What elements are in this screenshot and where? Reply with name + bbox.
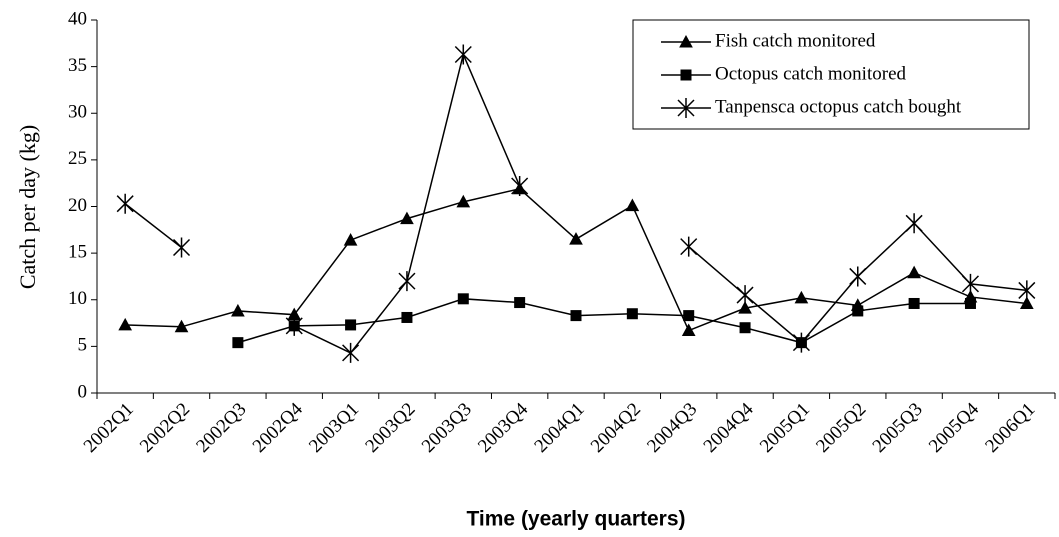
marker <box>849 266 867 287</box>
x-tick-label: 2003Q3 <box>418 399 476 457</box>
marker <box>677 98 695 118</box>
y-tick-label: 5 <box>78 335 88 356</box>
x-tick-label: 2003Q2 <box>361 399 419 457</box>
y-tick-label: 20 <box>68 195 87 216</box>
marker <box>514 297 526 309</box>
marker <box>457 293 469 305</box>
x-tick-label: 2002Q3 <box>192 399 250 457</box>
y-tick-label: 0 <box>78 381 88 402</box>
x-tick-label: 2005Q3 <box>869 399 927 457</box>
y-tick-label: 25 <box>68 148 87 169</box>
marker <box>345 319 357 331</box>
series-line <box>237 298 971 344</box>
x-tick-label: 2003Q4 <box>474 398 532 456</box>
marker <box>679 34 693 48</box>
x-tick-label: 2004Q4 <box>700 398 758 456</box>
marker <box>454 44 472 65</box>
marker <box>961 273 980 294</box>
marker <box>570 310 582 322</box>
marker <box>908 297 920 309</box>
marker <box>792 332 810 353</box>
marker <box>1018 280 1036 301</box>
series-line <box>125 187 1027 332</box>
marker <box>905 213 923 234</box>
x-tick-label: 2005Q2 <box>812 399 870 457</box>
marker <box>907 265 921 279</box>
marker <box>398 271 416 292</box>
marker <box>680 69 692 81</box>
marker <box>738 301 752 314</box>
marker <box>456 194 471 208</box>
y-tick-label: 30 <box>68 102 87 123</box>
marker <box>118 317 133 331</box>
x-tick-label: 2002Q4 <box>249 398 307 456</box>
marker <box>232 337 244 349</box>
marker <box>681 323 696 337</box>
x-tick-label: 2002Q2 <box>136 399 194 457</box>
legend-label: Octopus catch monitored <box>715 63 907 84</box>
x-tick-label: 2003Q1 <box>305 399 363 457</box>
y-tick-label: 10 <box>68 288 87 309</box>
x-tick-label: 2004Q2 <box>587 399 645 457</box>
marker <box>852 305 864 317</box>
marker <box>174 319 189 333</box>
marker <box>231 303 245 317</box>
x-tick-label: 2002Q1 <box>80 399 138 457</box>
marker <box>625 198 640 212</box>
marker <box>680 236 698 257</box>
marker <box>794 290 809 304</box>
legend-label: Fish catch monitored <box>715 30 876 51</box>
marker <box>342 342 360 363</box>
x-tick-label: 2006Q1 <box>981 399 1039 457</box>
marker <box>285 315 303 336</box>
legend-label: Tanpensca octopus catch bought <box>715 96 962 117</box>
x-tick-label: 2005Q4 <box>925 398 983 456</box>
marker <box>116 193 134 214</box>
marker <box>683 310 695 322</box>
x-tick-label: 2004Q3 <box>643 399 701 457</box>
marker <box>172 237 191 258</box>
y-tick-label: 35 <box>68 55 87 76</box>
marker <box>400 211 414 225</box>
marker <box>964 297 976 309</box>
x-tick-label: 2004Q1 <box>530 399 588 457</box>
marker <box>1019 296 1034 309</box>
marker <box>736 285 754 306</box>
marker <box>626 308 638 320</box>
legend: Fish catch monitored Octopus catch monito… <box>632 19 1030 130</box>
marker <box>401 311 413 323</box>
marker <box>569 232 583 245</box>
x-axis-label: Time (yearly quarters) <box>466 508 685 531</box>
x-tick-label: 2005Q1 <box>756 399 814 457</box>
marker <box>511 175 529 196</box>
y-axis-label: Catch per day (kg) <box>15 125 40 289</box>
y-tick-label: 40 <box>68 8 87 29</box>
y-tick-label: 15 <box>68 241 87 262</box>
marker <box>343 233 358 246</box>
marker <box>739 322 751 334</box>
